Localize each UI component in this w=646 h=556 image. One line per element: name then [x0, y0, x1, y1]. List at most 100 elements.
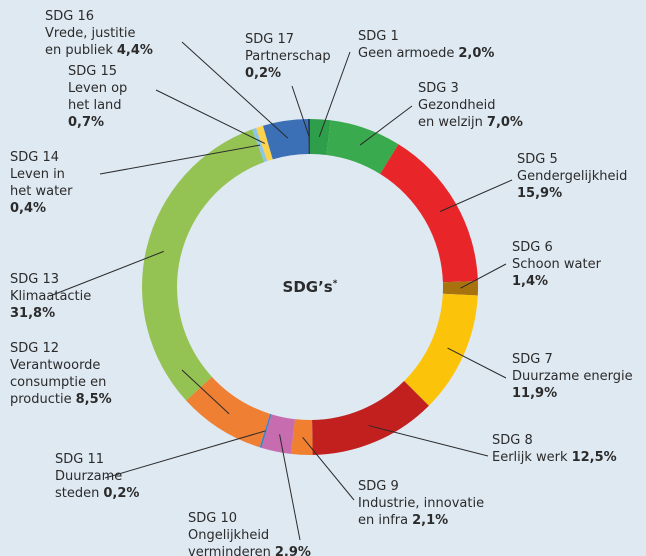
donut-segment	[141, 129, 265, 401]
leader-line	[291, 85, 310, 137]
slice-label: SDG 11 Duurzame steden 0,2%	[55, 452, 139, 501]
slice-label: SDG 8 Eerlijk werk 12,5%	[492, 433, 617, 465]
donut-segment	[312, 380, 429, 455]
donut-segment	[326, 120, 399, 174]
legend-name: SDG 10	[188, 511, 237, 526]
value-label: 11,9%	[512, 386, 557, 401]
legend-name: SDG 3	[418, 81, 459, 96]
donut-segment	[261, 414, 295, 454]
donut	[141, 119, 479, 455]
label-text: Verantwoorde	[10, 358, 100, 373]
leaders	[49, 41, 513, 541]
value-label: 2,9%	[275, 545, 311, 556]
label-text: Duurzame	[55, 469, 122, 484]
slice-label: SDG 7 Duurzame energie 11,9%	[512, 352, 633, 401]
slice-label: SDG 14 Leven in het water 0,4%	[10, 150, 73, 216]
leader-line	[302, 436, 355, 501]
label-text: Vrede, justitie	[45, 26, 136, 41]
donut-segment	[186, 376, 271, 448]
leader-line	[447, 347, 507, 379]
slice-label: SDG 13 Klimaatactie 31,8%	[10, 272, 91, 321]
value-label: 7,0%	[487, 115, 523, 130]
label-text: Gezondheid	[418, 98, 495, 113]
value-label: 12,5%	[572, 450, 617, 465]
label-text: Leven in	[10, 167, 65, 182]
label-text: en infra	[358, 513, 408, 528]
label-text: en welzijn	[418, 115, 483, 130]
leader-line	[439, 179, 513, 212]
label-text: Eerlijk werk	[492, 450, 568, 465]
value-label: 0,4%	[10, 201, 46, 216]
legend-name: SDG 15	[68, 64, 117, 79]
value-label: 1,4%	[512, 274, 548, 289]
slice-label: SDG 16 Vrede, justitie en publiek 4,4%	[45, 9, 153, 58]
value-label: 31,8%	[10, 306, 55, 321]
leader-line	[181, 369, 230, 415]
slice-label: SDG 17 Partnerschap 0,2%	[245, 32, 331, 81]
legend-name: SDG 8	[492, 433, 533, 448]
leader-line	[359, 105, 413, 146]
donut-segment	[442, 281, 479, 296]
legend-name: SDG 1	[358, 29, 399, 44]
legend-name: SDG 6	[512, 240, 553, 255]
leader-line	[155, 89, 265, 144]
slice-label: SDG 3 Gezondheid en welzijn 7,0%	[418, 81, 523, 130]
label-text: steden	[55, 486, 99, 501]
value-label: 0,7%	[68, 115, 104, 130]
label-text: productie	[10, 392, 72, 407]
donut-segment	[310, 119, 331, 156]
slice-label: SDG 12 Verantwoorde consumptie en productie…	[10, 341, 112, 407]
label-text: Geen armoede	[358, 46, 454, 61]
label-text: Ongelijkheid	[188, 528, 269, 543]
legend-name: SDG 11	[55, 452, 104, 467]
slice-label: SDG 9 Industrie, innovatie en infra 2,1%	[358, 479, 484, 528]
leader-line	[181, 41, 289, 139]
legend-name: SDG 16	[45, 9, 94, 24]
value-label: 4,4%	[117, 43, 153, 58]
leader-line	[279, 434, 301, 541]
label-text: het land	[68, 98, 122, 113]
leader-line	[368, 425, 489, 457]
leader-line	[318, 51, 351, 137]
label-text: het water	[10, 184, 73, 199]
value-label: 0,2%	[245, 66, 281, 81]
donut-segment	[262, 119, 309, 160]
leader-line	[99, 144, 261, 175]
legend-name: SDG 5	[517, 152, 558, 167]
donut-segment	[290, 419, 313, 455]
legend-name: SDG 14	[10, 150, 59, 165]
value-label: 15,9%	[517, 186, 562, 201]
donut-segment	[404, 293, 478, 406]
legend-name: SDG 12	[10, 341, 59, 356]
label-text: Gendergelijkheid	[517, 169, 627, 184]
value-label: 0,2%	[103, 486, 139, 501]
leader-line	[49, 250, 164, 297]
label-text: en publiek	[45, 43, 113, 58]
slice-label: SDG 15 Leven op het land 0,7%	[68, 64, 127, 130]
legend-name: SDG 7	[512, 352, 553, 367]
legend-name: SDG 9	[358, 479, 399, 494]
legend-name: SDG 17	[245, 32, 294, 47]
leader-line	[460, 263, 507, 289]
label-text: Klimaatactie	[10, 289, 91, 304]
slice-label: SDG 6 Schoon water 1,4%	[512, 240, 602, 289]
value-label: 2,1%	[412, 513, 448, 528]
label-text: Leven op	[68, 81, 127, 96]
label-text: Schoon water	[512, 257, 602, 272]
label-text: verminderen	[188, 545, 271, 556]
label-text: consumptie en	[10, 375, 106, 390]
value-label: 8,5%	[76, 392, 112, 407]
chart-title: SDG’s*	[283, 278, 338, 296]
donut-segment	[380, 144, 478, 283]
leader-line	[104, 430, 266, 479]
value-label: 2,0%	[458, 46, 494, 61]
slice-label: SDG 1 Geen armoede 2,0%	[358, 29, 494, 61]
slice-label: SDG 10 Ongelijkheid verminderen 2,9%	[188, 511, 311, 556]
label-text: Industrie, innovatie	[358, 496, 484, 511]
legend-name: SDG 13	[10, 272, 59, 287]
label-text: Duurzame energie	[512, 369, 633, 384]
label-text: Partnerschap	[245, 49, 331, 64]
slice-label: SDG 5 Gendergelijkheid 15,9%	[517, 152, 627, 201]
